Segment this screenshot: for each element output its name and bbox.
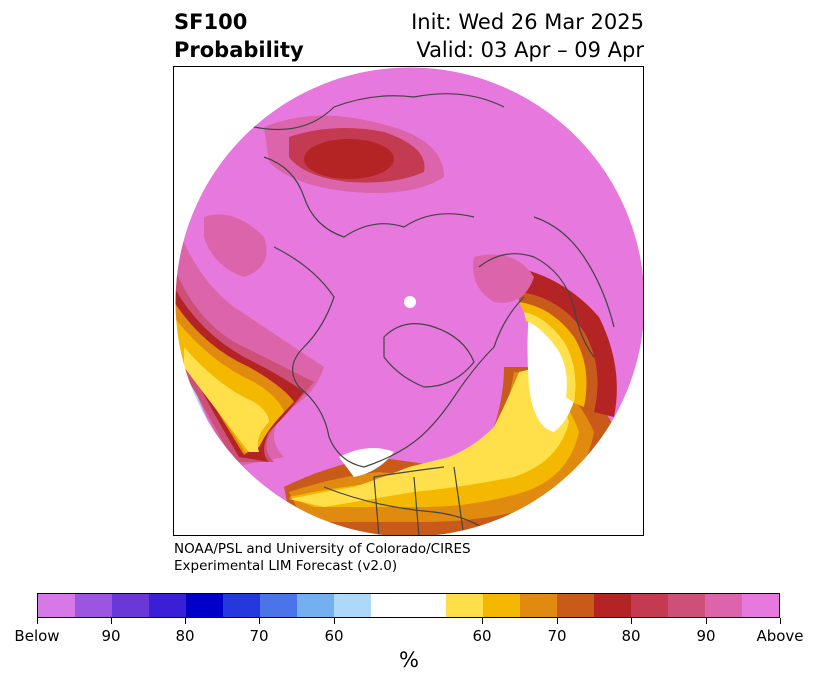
colorbar-tick xyxy=(259,618,260,624)
colorbar xyxy=(37,593,780,618)
colorbar-segment xyxy=(556,594,594,617)
colorbar-units: % xyxy=(399,648,419,672)
band-65-ring xyxy=(519,302,587,407)
colorbar-segment xyxy=(593,594,631,617)
disk-edge xyxy=(174,67,643,535)
colorbar-segment xyxy=(482,594,520,617)
valid-date: Valid: 03 Apr – 09 Apr xyxy=(416,38,644,62)
colorbar-tick xyxy=(631,618,632,624)
colorbar-segment xyxy=(112,594,150,617)
colorbar-segment xyxy=(38,594,76,617)
map-title: SF100 Probability xyxy=(174,8,304,64)
band-75-ring xyxy=(519,292,598,412)
colorbar-segment xyxy=(741,594,779,617)
band-60 xyxy=(184,347,269,452)
colorbar-segment xyxy=(186,594,224,617)
near-normal-east xyxy=(527,312,579,432)
colorbar-segment xyxy=(667,594,705,617)
credit-line-2: Experimental LIM Forecast (v2.0) xyxy=(174,558,398,574)
colorbar-tick-label: 70 xyxy=(547,627,567,645)
band-90-patch xyxy=(204,214,267,277)
init-date: Init: Wed 26 Mar 2025 xyxy=(411,10,644,34)
colorbar-tick xyxy=(111,618,112,624)
colorbar-tick-label: 90 xyxy=(101,627,121,645)
colorbar-segment xyxy=(334,594,372,617)
pole-hole xyxy=(404,296,416,308)
colorbar-tick-label: 80 xyxy=(621,627,641,645)
colorbar-segment xyxy=(149,594,187,617)
colorbar-segment xyxy=(260,594,298,617)
forecast-dates: Init: Wed 26 Mar 2025 Valid: 03 Apr – 09… xyxy=(411,8,644,64)
colorbar-tick-label: 60 xyxy=(324,627,344,645)
colorbar-segment xyxy=(704,594,742,617)
colorbar-tick xyxy=(780,618,781,624)
colorbar-tick-label: Above xyxy=(756,627,804,645)
colorbar-tick xyxy=(185,618,186,624)
title-type: Probability xyxy=(174,38,304,62)
colorbar-tick xyxy=(706,618,707,624)
colorbar-segment xyxy=(445,594,483,617)
band-90-patch-2 xyxy=(473,254,534,303)
colorbar-segment xyxy=(223,594,261,617)
colorbar-segment xyxy=(408,594,446,617)
title-variable: SF100 xyxy=(174,10,248,34)
forecast-map xyxy=(173,66,644,536)
colorbar-tick xyxy=(482,618,483,624)
credit-line-1: NOAA/PSL and University of Colorado/CIRE… xyxy=(174,541,471,557)
colorbar-tick xyxy=(334,618,335,624)
colorbar-tick-label: 60 xyxy=(472,627,492,645)
colorbar-tick-label: 80 xyxy=(175,627,195,645)
near-normal-west xyxy=(339,448,394,477)
colorbar-tick-label: 70 xyxy=(249,627,269,645)
colorbar-segment xyxy=(371,594,409,617)
polar-map-svg xyxy=(174,67,643,535)
colorbar-tick xyxy=(557,618,558,624)
colorbar-segment xyxy=(297,594,335,617)
colorbar-tick xyxy=(37,618,38,624)
band-60-ring xyxy=(524,312,576,403)
credit: NOAA/PSL and University of Colorado/CIRE… xyxy=(174,541,471,575)
colorbar-segment xyxy=(519,594,557,617)
colorbar-tick-label: 90 xyxy=(696,627,716,645)
band-60-east xyxy=(289,367,569,507)
colorbar-segment xyxy=(630,594,668,617)
colorbar-segment xyxy=(75,594,113,617)
colorbar-tick-label: Below xyxy=(14,627,60,645)
band-80-north xyxy=(304,139,394,179)
coastlines xyxy=(253,93,615,535)
